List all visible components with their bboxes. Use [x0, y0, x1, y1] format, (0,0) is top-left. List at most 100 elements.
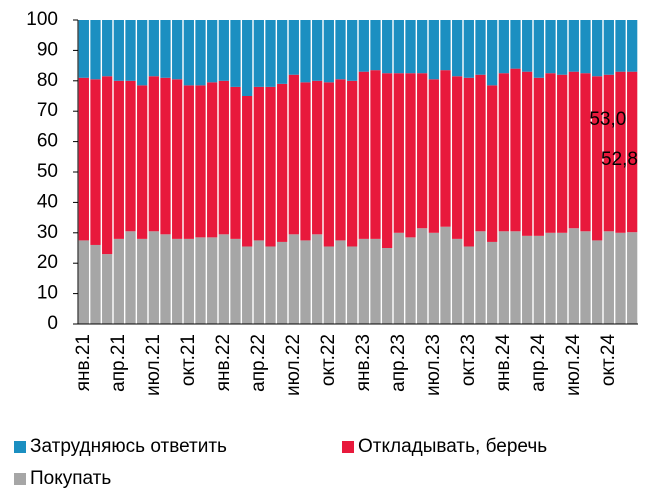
bar-segment — [160, 234, 171, 324]
legend-swatch — [14, 473, 26, 485]
legend-swatch — [14, 441, 26, 453]
data-label: 52,8 — [601, 149, 638, 170]
bar-segment — [78, 20, 89, 78]
bar-segment — [102, 20, 113, 77]
bar-segment — [242, 246, 253, 324]
bar-segment — [125, 20, 136, 81]
bar-segment — [90, 79, 101, 245]
bar-segment — [393, 232, 404, 324]
bar-segment — [102, 76, 113, 255]
bar-segment — [183, 238, 194, 324]
bar-segment — [592, 76, 603, 241]
bar-segment — [300, 240, 311, 324]
bar-segment — [148, 20, 159, 77]
y-tick-label: 50 — [37, 161, 58, 182]
bar-segment — [405, 20, 416, 74]
bar-segment — [230, 20, 241, 87]
bar-segment — [627, 20, 638, 72]
bar-segment — [358, 238, 369, 324]
x-tick-label: июл.22 — [283, 334, 304, 396]
bar-segment — [487, 20, 498, 86]
bar-segment — [382, 73, 393, 248]
y-tick-label: 20 — [37, 252, 58, 273]
bar-segment — [452, 76, 463, 239]
bar-segment — [347, 20, 358, 81]
x-tick-label: окт.22 — [318, 334, 339, 386]
bar-segment — [277, 241, 288, 324]
bar-segment — [137, 85, 148, 239]
bar-segment — [615, 20, 626, 72]
bar-segment — [393, 20, 404, 74]
bar-segment — [323, 246, 334, 324]
bar-segment — [242, 96, 253, 247]
bar-segment — [487, 241, 498, 324]
bar-segment — [603, 74, 614, 232]
bar-segment — [522, 71, 533, 236]
bar-segment — [195, 20, 206, 86]
bar-segment — [183, 20, 194, 86]
bar-segment — [253, 20, 264, 87]
x-tick-label: апр.23 — [388, 334, 409, 392]
bar-segment — [172, 20, 183, 80]
legend-label: Затрудняюсь ответить — [30, 436, 227, 457]
bar-segment — [603, 20, 614, 75]
bar-segment — [265, 20, 276, 87]
x-tick-label: июл.21 — [143, 334, 164, 396]
bar-segment — [475, 74, 486, 232]
bar-segment — [463, 77, 474, 247]
bar-segment — [242, 20, 253, 96]
legend-label: Покупать — [30, 468, 111, 489]
bar-segment — [393, 73, 404, 233]
bar-segment — [533, 20, 544, 78]
bar-segment — [358, 71, 369, 239]
bar-segment — [78, 77, 89, 241]
y-tick-label: 70 — [37, 100, 58, 121]
bar-segment — [90, 20, 101, 80]
bar-segment — [113, 238, 124, 324]
bar-segment — [545, 73, 556, 233]
bar-segment — [592, 240, 603, 324]
bar-segment — [382, 20, 393, 74]
y-tick-label: 60 — [37, 131, 58, 152]
bar-segment — [277, 83, 288, 242]
bar-segment — [463, 246, 474, 324]
bar-segment — [253, 240, 264, 324]
y-tick-label: 100 — [26, 9, 58, 30]
bar-segment — [335, 79, 346, 241]
x-tick-label: апр.24 — [528, 334, 549, 392]
bar-segment — [347, 80, 358, 247]
bar-segment — [440, 20, 451, 71]
data-label: 53,0 — [589, 109, 626, 130]
bar-segment — [568, 71, 579, 229]
bar-segment — [510, 20, 521, 69]
bar-segment — [288, 20, 299, 75]
x-tick-label: окт.21 — [178, 334, 199, 386]
bar-segment — [498, 73, 509, 232]
bar-segment — [323, 20, 334, 83]
bar-segment — [568, 228, 579, 324]
bar-segment — [370, 70, 381, 239]
bar-segment — [510, 68, 521, 232]
bar-segment — [78, 240, 89, 324]
bar-segment — [195, 85, 206, 238]
bar-segment — [580, 73, 591, 232]
bar-segment — [160, 77, 171, 235]
bar-segment — [288, 234, 299, 324]
bar-segment — [452, 20, 463, 77]
bar-segment — [615, 232, 626, 324]
bar-segment — [463, 20, 474, 78]
bar-segment — [557, 20, 568, 75]
bar-segment — [253, 86, 264, 241]
bar-segment — [218, 20, 229, 81]
bar-segment — [405, 237, 416, 324]
y-tick-label: 10 — [37, 283, 58, 304]
bar-segment — [148, 231, 159, 324]
bar-segment — [207, 20, 218, 83]
bar-segment — [160, 20, 171, 78]
bar-segment — [230, 86, 241, 239]
bar-segment — [370, 238, 381, 324]
legend-swatch — [342, 441, 354, 453]
bar-segment — [417, 73, 428, 229]
bar-segment — [90, 244, 101, 324]
